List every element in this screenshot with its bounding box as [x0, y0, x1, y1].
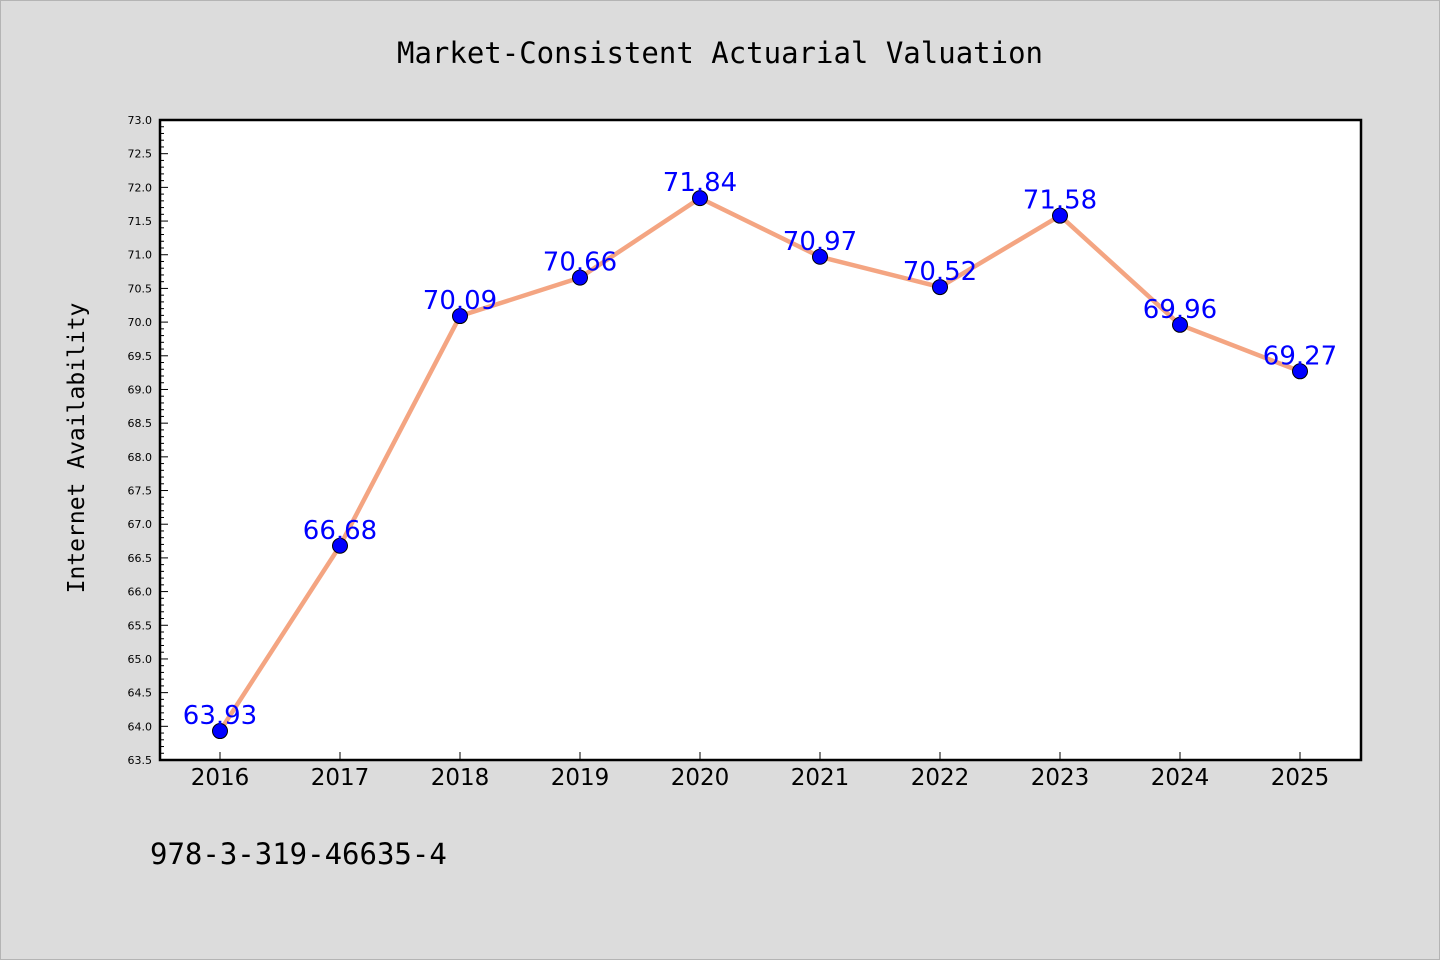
x-tick-label: 2025: [1271, 765, 1330, 791]
data-point: [1052, 207, 1068, 224]
series-layer: 63.93 66.68 70.09 70.66 71.84 70.97 70.52 71.58…: [183, 168, 1337, 740]
x-tick-label: 2019: [551, 765, 610, 791]
y-tick-label: 65.5: [128, 619, 153, 632]
data-label: 70.09: [423, 286, 497, 316]
data-label: 66.68: [303, 516, 377, 546]
y-tick-label: 68.0: [128, 451, 153, 464]
y-tick-label: 63.5: [128, 754, 153, 767]
y-tick-label: 64.0: [128, 720, 153, 733]
data-point: [692, 190, 708, 207]
data-label: 71.84: [663, 168, 737, 198]
x-tick-label: 2020: [671, 765, 730, 791]
data-label: 71.58: [1023, 186, 1097, 216]
x-tick-label: 2018: [431, 765, 490, 791]
x-tick-label: 2023: [1031, 765, 1090, 791]
data-point: [932, 279, 948, 296]
y-tick-label: 69.5: [128, 350, 153, 363]
data-point: [1172, 316, 1188, 333]
y-tick-label: 67.0: [128, 518, 153, 531]
data-label: 70.52: [903, 257, 977, 287]
y-tick-label: 72.5: [128, 148, 153, 161]
y-tick-label: 71.5: [128, 215, 153, 228]
data-label: 70.97: [783, 227, 857, 257]
x-tick-label: 2024: [1151, 765, 1210, 791]
y-tick-label: 73.0: [128, 114, 153, 127]
data-label: 69.96: [1143, 295, 1217, 325]
y-tick-label: 70.0: [128, 316, 153, 329]
data-point: [1292, 363, 1308, 380]
footer-isbn: 978-3-319-46635-4: [150, 837, 447, 871]
data-point: [212, 723, 228, 740]
y-tick-label: 68.5: [128, 417, 153, 430]
y-tick-label: 66.0: [128, 586, 153, 599]
x-tick-label: 2021: [791, 765, 850, 791]
plot-area: [160, 120, 1361, 760]
data-label: 70.66: [543, 248, 617, 278]
data-point: [812, 248, 828, 265]
y-tick-label: 64.5: [128, 687, 153, 700]
chart-title: Market-Consistent Actuarial Valuation: [397, 36, 1043, 70]
data-point: [332, 537, 348, 554]
series-line: [217, 195, 1303, 734]
y-tick-label: 72.0: [128, 181, 153, 194]
x-tick-label: 2016: [191, 765, 250, 791]
data-point: [572, 269, 588, 286]
y-tick-label: 65.0: [128, 653, 153, 666]
data-label: 63.93: [183, 701, 257, 731]
x-axis: 2016 2017 2018 2019 2020 2021 2022 2023 2024 2025: [191, 752, 1330, 791]
y-axis-label: Internet Availability: [64, 303, 90, 594]
x-tick-label: 2022: [911, 765, 970, 791]
data-label: 69.27: [1263, 341, 1337, 371]
plot-border: [158, 118, 1363, 762]
x-tick-label: 2017: [311, 765, 370, 791]
y-tick-label: 71.0: [128, 249, 153, 262]
y-tick-label: 69.0: [128, 383, 153, 396]
y-tick-label: 67.5: [128, 485, 153, 498]
y-tick-label: 66.5: [128, 552, 153, 565]
y-axis: 63.5 64.0 64.5 65.0 65.5 66.0 66.5 67.0 67.5 68.0…: [128, 114, 168, 767]
data-point: [452, 308, 468, 325]
y-tick-label: 70.5: [128, 282, 153, 295]
